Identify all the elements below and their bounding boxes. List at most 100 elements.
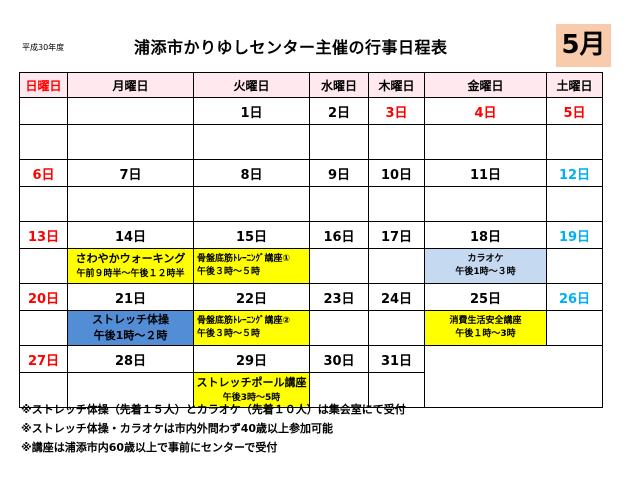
event-cell	[546, 124, 603, 160]
event-cell	[546, 310, 603, 346]
event-name: 骨盤底筋ﾄﾚｰﾆﾝｸﾞ講座②	[197, 315, 291, 326]
week-2-dates: 6日 7日 8日 9日 10日 11日 12日	[19, 159, 603, 187]
fiscal-year-label: 平成30年度	[22, 43, 65, 52]
event-time: 午後３時～５時	[197, 267, 261, 277]
weekday-header-row: 日曜日 月曜日 火曜日 水曜日 木曜日 金曜日 土曜日	[19, 72, 603, 98]
date-cell-sunday: 20日	[19, 283, 68, 311]
week-4-dates: 20日 21日 22日 23日 24日 25日 26日	[19, 283, 603, 311]
date-cell: 21日	[67, 283, 194, 311]
weekday-tuesday: 火曜日	[193, 72, 310, 98]
weekday-wednesday: 水曜日	[309, 72, 369, 98]
date-cell: 18日	[424, 221, 547, 249]
date-cell: 11日	[424, 159, 547, 187]
date-cell-sunday: 13日	[19, 221, 68, 249]
event-cell	[19, 372, 68, 408]
event-time: 午後1時～２時	[93, 329, 168, 342]
week-5-events: ストレッチポール講座 午後3時～5時	[19, 372, 603, 408]
event-walking: さわやかウォーキング 午前９時半～午後１２時半	[67, 248, 194, 284]
weekday-thursday: 木曜日	[368, 72, 425, 98]
event-name: 消費生活安全講座	[449, 315, 522, 326]
date-cell-holiday: 5日	[546, 97, 603, 125]
date-cell-holiday: 3日	[368, 97, 425, 125]
date-cell-saturday: 19日	[546, 221, 603, 249]
date-cell: 24日	[368, 283, 425, 311]
weekday-saturday: 土曜日	[546, 72, 603, 98]
event-cell	[368, 248, 425, 284]
event-cell	[546, 186, 603, 222]
date-cell: 16日	[309, 221, 369, 249]
date-cell: 17日	[368, 221, 425, 249]
date-cell: 15日	[193, 221, 310, 249]
date-cell: 30日	[309, 345, 369, 373]
event-cell	[67, 124, 194, 160]
event-cell	[19, 186, 68, 222]
date-cell: 9日	[309, 159, 369, 187]
event-cell	[368, 186, 425, 222]
date-cell: 2日	[309, 97, 369, 125]
date-cell	[67, 97, 194, 125]
event-time: 午前９時半～午後１２時半	[76, 268, 185, 279]
event-time: 午後3時～5時	[222, 392, 281, 403]
week-5-dates: 27日 28日 29日 30日 31日	[19, 345, 603, 408]
event-cell	[19, 310, 68, 346]
date-cell: 22日	[193, 283, 310, 311]
notes: ※ストレッチ体操（先着１５人）とカラオケ（先着１０人）は集会室にて受付 ※ストレ…	[21, 400, 406, 457]
empty-cell	[424, 345, 603, 408]
event-name: ストレッチポール講座	[196, 376, 307, 389]
event-time: 午後1時～３時	[455, 267, 516, 277]
event-cell	[19, 124, 68, 160]
event-consumer-safety: 消費生活安全講座 午後１時～3時	[424, 310, 547, 346]
date-cell: 7日	[67, 159, 194, 187]
event-cell	[368, 310, 425, 346]
event-cell	[309, 372, 369, 408]
event-name: 骨盤底筋ﾄﾚｰﾆﾝｸﾞ講座①	[197, 253, 291, 264]
event-cell	[424, 124, 547, 160]
week-4-events: ストレッチ体操 午後1時～２時 骨盤底筋ﾄﾚｰﾆﾝｸﾞ講座② 午後３時～５時 消…	[19, 310, 603, 346]
event-cell	[424, 186, 547, 222]
date-cell	[19, 97, 68, 125]
week-1-dates: 1日 2日 3日 4日 5日	[19, 97, 603, 125]
week-1-events	[19, 124, 603, 160]
event-stretch-pole: ストレッチポール講座 午後3時～5時	[193, 372, 310, 408]
event-cell	[368, 372, 425, 408]
date-cell: 28日	[67, 345, 194, 373]
event-cell	[546, 248, 603, 284]
event-cell	[193, 186, 310, 222]
date-cell-sunday: 27日	[19, 345, 68, 373]
week-3-events: さわやかウォーキング 午前９時半～午後１２時半 骨盤底筋ﾄﾚｰﾆﾝｸﾞ講座① 午…	[19, 248, 603, 284]
page-title: 浦添市かりゆしセンター主催の行事日程表	[134, 38, 448, 57]
week-2-events	[19, 186, 603, 222]
event-cell	[309, 124, 369, 160]
event-cell	[309, 310, 369, 346]
date-cell-saturday: 26日	[546, 283, 603, 311]
event-pelvic-floor-2: 骨盤底筋ﾄﾚｰﾆﾝｸﾞ講座② 午後３時～５時	[193, 310, 310, 346]
event-stretch-exercise: ストレッチ体操 午後1時～２時	[67, 310, 194, 346]
event-cell	[19, 248, 68, 284]
weekday-sunday: 日曜日	[19, 72, 68, 98]
note-line: ※講座は浦添市内60歳以上で事前にセンターで受付	[21, 441, 278, 454]
event-name: さわやかウォーキング	[75, 252, 186, 265]
event-time: 午後１時～3時	[455, 329, 516, 339]
date-cell: 31日	[368, 345, 425, 373]
date-cell: 23日	[309, 283, 369, 311]
date-cell: 1日	[193, 97, 310, 125]
event-cell	[193, 124, 310, 160]
week-3-dates: 13日 14日 15日 16日 17日 18日 19日	[19, 221, 603, 249]
date-cell: 29日	[193, 345, 310, 373]
date-cell: 25日	[424, 283, 547, 311]
event-name: カラオケ	[467, 253, 504, 264]
event-name: ストレッチ体操	[92, 312, 169, 326]
event-calendar-table: 日曜日 月曜日 火曜日 水曜日 木曜日 金曜日 土曜日 1日 2日 3日 4日 …	[19, 72, 603, 408]
note-line: ※ストレッチ体操・カラオケは市内外問わず40歳以上参加可能	[21, 422, 333, 435]
note-line: ※ストレッチ体操（先着１５人）とカラオケ（先着１０人）は集会室にて受付	[21, 403, 406, 416]
event-cell	[67, 372, 194, 408]
event-time: 午後３時～５時	[197, 329, 261, 339]
date-cell: 8日	[193, 159, 310, 187]
event-cell	[309, 186, 369, 222]
event-cell	[67, 186, 194, 222]
event-pelvic-floor-1: 骨盤底筋ﾄﾚｰﾆﾝｸﾞ講座① 午後３時～５時	[193, 248, 310, 284]
weekday-monday: 月曜日	[67, 72, 194, 98]
month-badge: 5月	[556, 24, 611, 67]
weekday-friday: 金曜日	[424, 72, 547, 98]
date-cell-sunday: 6日	[19, 159, 68, 187]
